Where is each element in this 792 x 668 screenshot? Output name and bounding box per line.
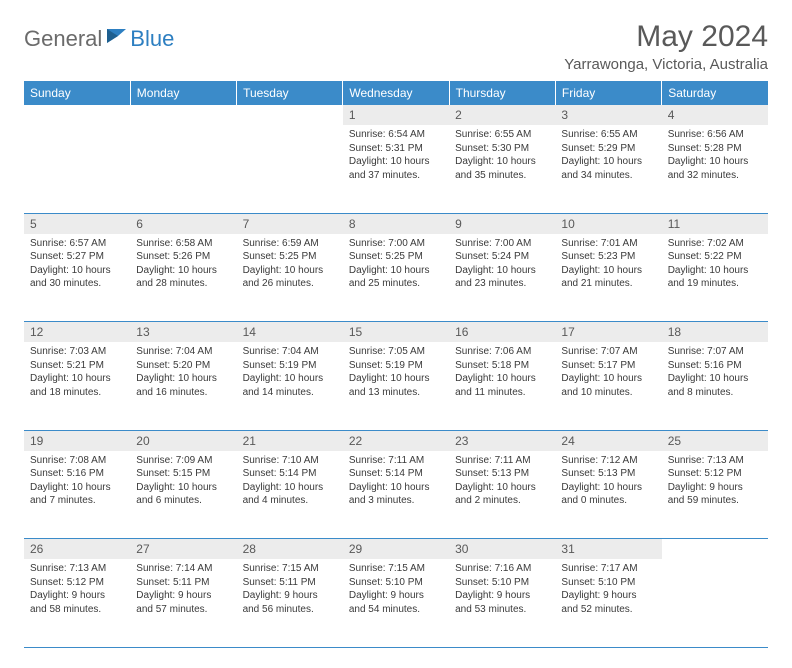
day-number: 11 xyxy=(662,213,768,234)
day-number: 24 xyxy=(555,430,661,451)
header: General Blue May 2024 Yarrawonga, Victor… xyxy=(24,20,768,73)
day-number: 29 xyxy=(343,539,449,560)
day-cell xyxy=(662,559,768,647)
daynum-row: 1234 xyxy=(24,105,768,125)
day-cell: Sunrise: 7:08 AMSunset: 5:16 PMDaylight:… xyxy=(24,451,130,539)
day-number: 27 xyxy=(130,539,236,560)
logo: General Blue xyxy=(24,26,174,52)
day-cell: Sunrise: 7:15 AMSunset: 5:11 PMDaylight:… xyxy=(237,559,343,647)
day-cell: Sunrise: 6:57 AMSunset: 5:27 PMDaylight:… xyxy=(24,234,130,322)
content-row: Sunrise: 6:57 AMSunset: 5:27 PMDaylight:… xyxy=(24,234,768,322)
day-number: 13 xyxy=(130,322,236,343)
day-number: 23 xyxy=(449,430,555,451)
day-cell: Sunrise: 7:07 AMSunset: 5:17 PMDaylight:… xyxy=(555,342,661,430)
day-cell: Sunrise: 7:15 AMSunset: 5:10 PMDaylight:… xyxy=(343,559,449,647)
title-block: May 2024 Yarrawonga, Victoria, Australia xyxy=(564,20,768,73)
day-cell xyxy=(130,125,236,213)
day-number: 3 xyxy=(555,105,661,125)
day-cell: Sunrise: 7:00 AMSunset: 5:25 PMDaylight:… xyxy=(343,234,449,322)
day-cell: Sunrise: 6:59 AMSunset: 5:25 PMDaylight:… xyxy=(237,234,343,322)
day-cell: Sunrise: 7:04 AMSunset: 5:19 PMDaylight:… xyxy=(237,342,343,430)
day-number: 28 xyxy=(237,539,343,560)
col-monday: Monday xyxy=(130,81,236,105)
logo-text-blue: Blue xyxy=(130,26,174,52)
day-cell: Sunrise: 7:13 AMSunset: 5:12 PMDaylight:… xyxy=(662,451,768,539)
day-cell: Sunrise: 6:54 AMSunset: 5:31 PMDaylight:… xyxy=(343,125,449,213)
day-number: 31 xyxy=(555,539,661,560)
day-cell: Sunrise: 7:16 AMSunset: 5:10 PMDaylight:… xyxy=(449,559,555,647)
col-thursday: Thursday xyxy=(449,81,555,105)
day-cell: Sunrise: 7:13 AMSunset: 5:12 PMDaylight:… xyxy=(24,559,130,647)
day-number xyxy=(237,105,343,125)
day-number: 9 xyxy=(449,213,555,234)
day-number: 5 xyxy=(24,213,130,234)
calendar-table: Sunday Monday Tuesday Wednesday Thursday… xyxy=(24,81,768,648)
col-sunday: Sunday xyxy=(24,81,130,105)
content-row: Sunrise: 7:03 AMSunset: 5:21 PMDaylight:… xyxy=(24,342,768,430)
day-number xyxy=(662,539,768,560)
day-cell: Sunrise: 7:05 AMSunset: 5:19 PMDaylight:… xyxy=(343,342,449,430)
content-row: Sunrise: 7:13 AMSunset: 5:12 PMDaylight:… xyxy=(24,559,768,647)
day-cell: Sunrise: 7:10 AMSunset: 5:14 PMDaylight:… xyxy=(237,451,343,539)
day-cell: Sunrise: 6:55 AMSunset: 5:30 PMDaylight:… xyxy=(449,125,555,213)
content-row: Sunrise: 7:08 AMSunset: 5:16 PMDaylight:… xyxy=(24,451,768,539)
day-cell: Sunrise: 7:04 AMSunset: 5:20 PMDaylight:… xyxy=(130,342,236,430)
day-number: 30 xyxy=(449,539,555,560)
day-cell xyxy=(24,125,130,213)
day-cell: Sunrise: 6:56 AMSunset: 5:28 PMDaylight:… xyxy=(662,125,768,213)
day-cell: Sunrise: 7:09 AMSunset: 5:15 PMDaylight:… xyxy=(130,451,236,539)
header-row: Sunday Monday Tuesday Wednesday Thursday… xyxy=(24,81,768,105)
col-tuesday: Tuesday xyxy=(237,81,343,105)
day-number: 14 xyxy=(237,322,343,343)
daynum-row: 567891011 xyxy=(24,213,768,234)
day-number: 1 xyxy=(343,105,449,125)
day-cell: Sunrise: 7:03 AMSunset: 5:21 PMDaylight:… xyxy=(24,342,130,430)
day-number xyxy=(130,105,236,125)
day-number: 20 xyxy=(130,430,236,451)
day-number: 16 xyxy=(449,322,555,343)
month-title: May 2024 xyxy=(564,20,768,54)
day-cell: Sunrise: 7:14 AMSunset: 5:11 PMDaylight:… xyxy=(130,559,236,647)
day-cell: Sunrise: 7:17 AMSunset: 5:10 PMDaylight:… xyxy=(555,559,661,647)
day-number: 2 xyxy=(449,105,555,125)
flag-icon xyxy=(106,27,128,45)
day-number: 26 xyxy=(24,539,130,560)
day-number: 12 xyxy=(24,322,130,343)
day-number: 8 xyxy=(343,213,449,234)
day-number: 7 xyxy=(237,213,343,234)
day-cell: Sunrise: 7:12 AMSunset: 5:13 PMDaylight:… xyxy=(555,451,661,539)
day-cell: Sunrise: 7:06 AMSunset: 5:18 PMDaylight:… xyxy=(449,342,555,430)
day-cell: Sunrise: 7:11 AMSunset: 5:14 PMDaylight:… xyxy=(343,451,449,539)
daynum-row: 262728293031 xyxy=(24,539,768,560)
day-number: 15 xyxy=(343,322,449,343)
day-number: 25 xyxy=(662,430,768,451)
day-number: 22 xyxy=(343,430,449,451)
content-row: Sunrise: 6:54 AMSunset: 5:31 PMDaylight:… xyxy=(24,125,768,213)
day-cell: Sunrise: 7:11 AMSunset: 5:13 PMDaylight:… xyxy=(449,451,555,539)
day-cell: Sunrise: 7:07 AMSunset: 5:16 PMDaylight:… xyxy=(662,342,768,430)
day-cell: Sunrise: 6:58 AMSunset: 5:26 PMDaylight:… xyxy=(130,234,236,322)
day-number: 4 xyxy=(662,105,768,125)
day-number: 21 xyxy=(237,430,343,451)
daynum-row: 19202122232425 xyxy=(24,430,768,451)
day-cell xyxy=(237,125,343,213)
day-number: 10 xyxy=(555,213,661,234)
daynum-row: 12131415161718 xyxy=(24,322,768,343)
day-cell: Sunrise: 7:02 AMSunset: 5:22 PMDaylight:… xyxy=(662,234,768,322)
day-number: 18 xyxy=(662,322,768,343)
location: Yarrawonga, Victoria, Australia xyxy=(564,56,768,73)
day-cell: Sunrise: 6:55 AMSunset: 5:29 PMDaylight:… xyxy=(555,125,661,213)
day-number xyxy=(24,105,130,125)
day-number: 6 xyxy=(130,213,236,234)
day-cell: Sunrise: 7:00 AMSunset: 5:24 PMDaylight:… xyxy=(449,234,555,322)
day-number: 19 xyxy=(24,430,130,451)
logo-text-general: General xyxy=(24,26,102,52)
col-wednesday: Wednesday xyxy=(343,81,449,105)
col-saturday: Saturday xyxy=(662,81,768,105)
col-friday: Friday xyxy=(555,81,661,105)
day-cell: Sunrise: 7:01 AMSunset: 5:23 PMDaylight:… xyxy=(555,234,661,322)
day-number: 17 xyxy=(555,322,661,343)
